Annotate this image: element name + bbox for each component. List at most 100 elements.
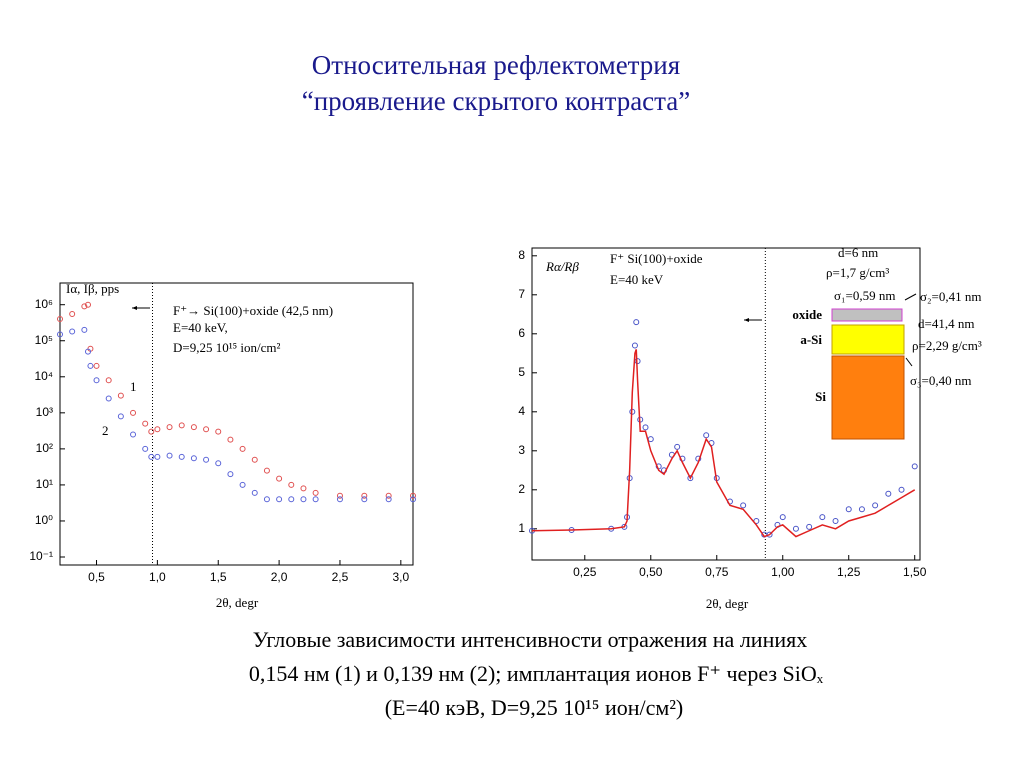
data-point (263, 467, 270, 474)
x-tick-label: 1,25 (837, 565, 861, 579)
annotation: 2 (102, 423, 109, 438)
annotation: D=9,25 10¹⁵ ion/cm² (173, 340, 281, 355)
data-point (215, 428, 222, 435)
data-point (779, 514, 786, 521)
x-tick-label: 1,00 (771, 565, 795, 579)
data-point (300, 485, 307, 492)
data-point (819, 514, 826, 521)
oxide-layer (831, 308, 903, 322)
arrow (904, 293, 917, 301)
data-point (69, 311, 76, 318)
data-point (190, 455, 197, 462)
data-point (276, 496, 283, 503)
y-tick-label: 8 (518, 248, 525, 262)
data-point (885, 490, 892, 497)
caption-line: Угловые зависимости интенсивности отраже… (253, 627, 808, 652)
annotation: d=41,4 nm (918, 316, 974, 331)
x-tick-label: 0,75 (705, 565, 729, 579)
annotation: a-Si (800, 332, 822, 347)
data-point (674, 443, 681, 450)
y-tick-label: 10⁴ (34, 369, 53, 383)
data-point (634, 358, 641, 365)
y-tick-label: 1 (518, 521, 525, 535)
arrow-head (132, 306, 137, 310)
data-point (703, 432, 710, 439)
data-point (872, 502, 879, 509)
data-point (57, 331, 63, 338)
a-si-layer (831, 324, 905, 355)
y-axis-label: Rα/Rβ (545, 259, 579, 274)
data-point (276, 475, 283, 482)
x-axis-label: 2θ, degr (216, 595, 259, 610)
data-point (142, 445, 149, 452)
x-tick-label: 2,0 (271, 570, 288, 584)
annotation: σ₂=0,41 nm (920, 289, 981, 304)
data-point (740, 502, 747, 509)
y-tick-label: 10⁶ (35, 297, 53, 311)
data-point (385, 492, 392, 499)
data-point (148, 453, 155, 460)
data-point (300, 496, 307, 503)
data-point (227, 471, 234, 478)
data-point (142, 420, 149, 427)
annotation: oxide (792, 307, 822, 322)
data-point (117, 413, 124, 420)
si-layer (831, 355, 905, 440)
data-point (832, 518, 839, 524)
data-point (858, 506, 865, 513)
data-point (410, 496, 416, 503)
data-point (130, 409, 137, 416)
data-point (766, 531, 773, 538)
data-point (81, 303, 88, 310)
data-point (898, 486, 905, 493)
annotation: F⁺→ Si(100)+oxide (42,5 nm) (173, 303, 333, 318)
data-point (361, 496, 368, 503)
title-line: “проявление скрытого контраста” (302, 86, 691, 116)
data-point (84, 301, 91, 308)
data-point (148, 428, 155, 435)
data-point (105, 377, 112, 384)
arrow-head (744, 318, 749, 322)
data-point (166, 452, 173, 459)
data-point (312, 489, 319, 496)
caption-line: 0,154 нм (1) и 0,139 нм (2); имплантация… (249, 661, 824, 686)
y-tick-label: 5 (518, 365, 525, 379)
annotation: σ₃=0,40 nm (910, 373, 971, 388)
y-tick-label: 4 (518, 404, 525, 418)
plot-frame (531, 247, 921, 561)
data-point (178, 422, 185, 429)
caption-line: (E=40 кэВ, D=9,25 10¹⁵ ион/см²) (385, 695, 684, 720)
data-point (81, 326, 88, 333)
data-point (336, 496, 343, 503)
y-tick-label: 3 (518, 443, 525, 457)
data-point (251, 456, 258, 463)
data-point (361, 492, 368, 499)
x-tick-label: 0,5 (88, 570, 105, 584)
data-point (117, 392, 124, 399)
data-point (166, 424, 173, 431)
y-axis-label: Iα, Iβ, pps (66, 281, 119, 296)
data-point (93, 377, 100, 384)
plot-frame (59, 282, 414, 566)
data-point (93, 362, 100, 369)
data-point (239, 445, 246, 452)
data-point (203, 456, 210, 463)
annotation: E=40 keV, (173, 320, 228, 335)
data-point (410, 492, 416, 499)
annotation: ρ=1,7 g/cm³ (826, 265, 889, 280)
data-point (288, 496, 295, 503)
arrow (905, 357, 913, 367)
x-tick-label: 1,0 (149, 570, 166, 584)
title-line: Относительная рефлектометрия (312, 50, 680, 80)
data-point (154, 453, 161, 460)
x-tick-label: 1,5 (210, 570, 227, 584)
x-tick-label: 0,50 (639, 565, 663, 579)
y-tick-label: 2 (518, 482, 525, 496)
data-point (57, 316, 63, 323)
data-point (215, 460, 222, 467)
annotation: E=40 keV (610, 272, 664, 287)
data-point (633, 319, 640, 326)
data-point (312, 496, 319, 503)
